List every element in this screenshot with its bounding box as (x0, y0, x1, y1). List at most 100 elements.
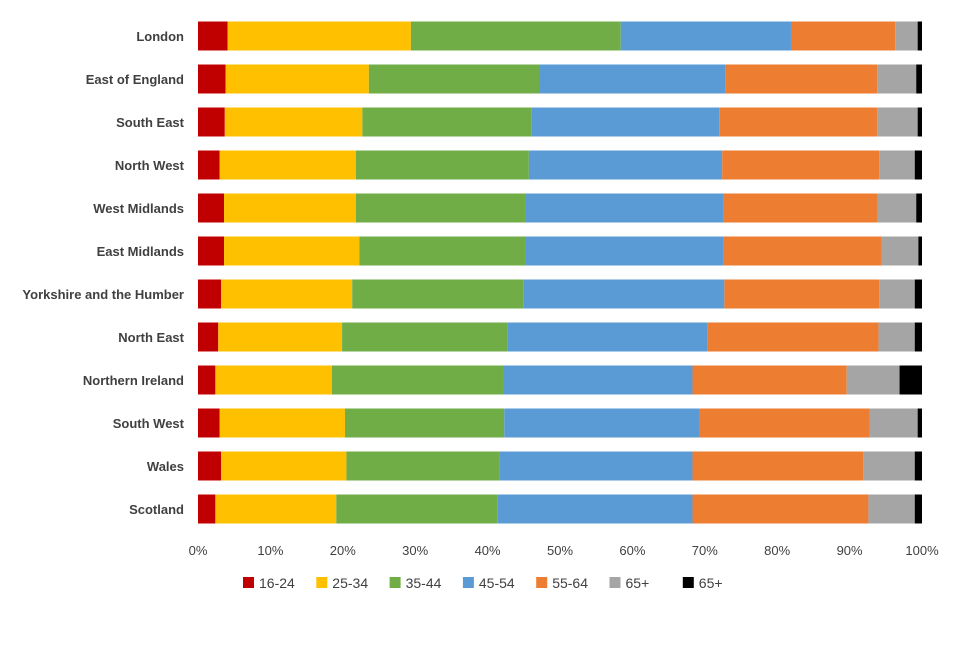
legend-swatch (536, 577, 548, 588)
bar-segment (723, 236, 882, 266)
bar-segment (221, 451, 347, 481)
bar-segment (198, 236, 225, 266)
legend-label: 16-24 (259, 575, 295, 591)
bar-segment (863, 451, 915, 481)
legend-swatch (243, 577, 254, 588)
x-tick-label: 30% (402, 543, 428, 558)
bar-segment (218, 322, 343, 352)
bar-segment (877, 107, 918, 137)
bar-segment (523, 279, 725, 309)
bar-segment (215, 494, 337, 524)
bar-segment (215, 365, 332, 395)
category-axis: London East of England South East North Wes… (22, 29, 184, 517)
bar-segment (719, 107, 878, 137)
bar-segment (914, 494, 922, 524)
category-label: London (136, 29, 184, 44)
bar-segment (879, 279, 915, 309)
category-label: East of England (86, 72, 184, 87)
category-label: Northern Ireland (83, 373, 184, 388)
x-tick-label: 40% (475, 543, 501, 558)
bar-segment (878, 322, 915, 352)
bar-segment (497, 494, 693, 524)
bar-segment (198, 494, 216, 524)
x-tick-label: 90% (837, 543, 863, 558)
bar-segment (224, 236, 360, 266)
bar-segment (918, 236, 922, 266)
bar-segment (724, 279, 880, 309)
legend-swatch (389, 577, 401, 588)
bar-segment (336, 494, 498, 524)
bar-segment (790, 21, 896, 51)
bar-segment (198, 451, 222, 481)
bar-segment (224, 193, 356, 223)
x-tick-label: 0% (189, 543, 208, 558)
bar-segment (899, 365, 922, 395)
category-label: North East (118, 330, 184, 345)
x-tick-label: 70% (692, 543, 718, 558)
bar-segment (198, 107, 225, 137)
category-label: South West (113, 416, 185, 431)
bar-segment (620, 21, 791, 51)
legend-swatch (609, 577, 621, 588)
category-label: West Midlands (93, 201, 184, 216)
category-label: Wales (147, 459, 184, 474)
x-tick-label: 80% (764, 543, 790, 558)
bar-segment (692, 494, 869, 524)
bars-layer (198, 21, 922, 524)
bar-segment (227, 21, 411, 51)
bar-segment (692, 365, 847, 395)
bar-segment (917, 408, 922, 438)
bar-segment (914, 279, 922, 309)
bar-segment (914, 451, 922, 481)
bar-segment (346, 451, 500, 481)
bar-segment (342, 322, 508, 352)
bar-segment (539, 64, 726, 94)
bar-segment (916, 193, 922, 223)
bar-segment (198, 408, 220, 438)
category-label: South East (116, 115, 185, 130)
bar-segment (355, 150, 529, 180)
bar-segment (846, 365, 900, 395)
x-tick-label: 100% (905, 543, 939, 558)
bar-segment (699, 408, 870, 438)
bar-segment (722, 150, 880, 180)
legend-swatch (316, 577, 328, 588)
bar-segment (531, 107, 720, 137)
category-label: Scotland (129, 502, 184, 517)
bar-segment (525, 193, 724, 223)
legend-label: 25-34 (332, 575, 368, 591)
value-axis: 0% 10% 20% 30% 40% 50% 60% 70% 80% 90% 100% (189, 543, 939, 558)
bar-segment (362, 107, 532, 137)
bar-segment (331, 365, 504, 395)
bar-segment (917, 21, 922, 51)
bar-segment (198, 365, 216, 395)
legend: 16-24 25-34 35-44 45-54 55-64 65+ 65+ (243, 575, 723, 591)
bar-segment (917, 107, 922, 137)
category-label: Yorkshire and the Humber (22, 287, 184, 302)
x-tick-label: 60% (619, 543, 645, 558)
bar-segment (224, 107, 363, 137)
legend-label: 65+ (626, 575, 650, 591)
bar-segment (504, 408, 700, 438)
bar-segment (344, 408, 505, 438)
legend-label: 65+ (699, 575, 723, 591)
bar-segment (914, 322, 922, 352)
bar-segment (225, 64, 369, 94)
legend-swatch (462, 577, 474, 588)
bar-segment (198, 64, 226, 94)
bar-segment (723, 193, 878, 223)
x-tick-label: 20% (330, 543, 356, 558)
bar-segment (355, 193, 526, 223)
legend-label: 55-64 (552, 575, 588, 591)
bar-segment (219, 408, 345, 438)
bar-segment (916, 64, 922, 94)
bar-segment (707, 322, 879, 352)
legend-label: 45-54 (479, 575, 515, 591)
legend-swatch (682, 577, 694, 588)
bar-segment (881, 236, 919, 266)
bar-segment (221, 279, 353, 309)
x-tick-label: 10% (257, 543, 283, 558)
bar-segment (869, 408, 918, 438)
